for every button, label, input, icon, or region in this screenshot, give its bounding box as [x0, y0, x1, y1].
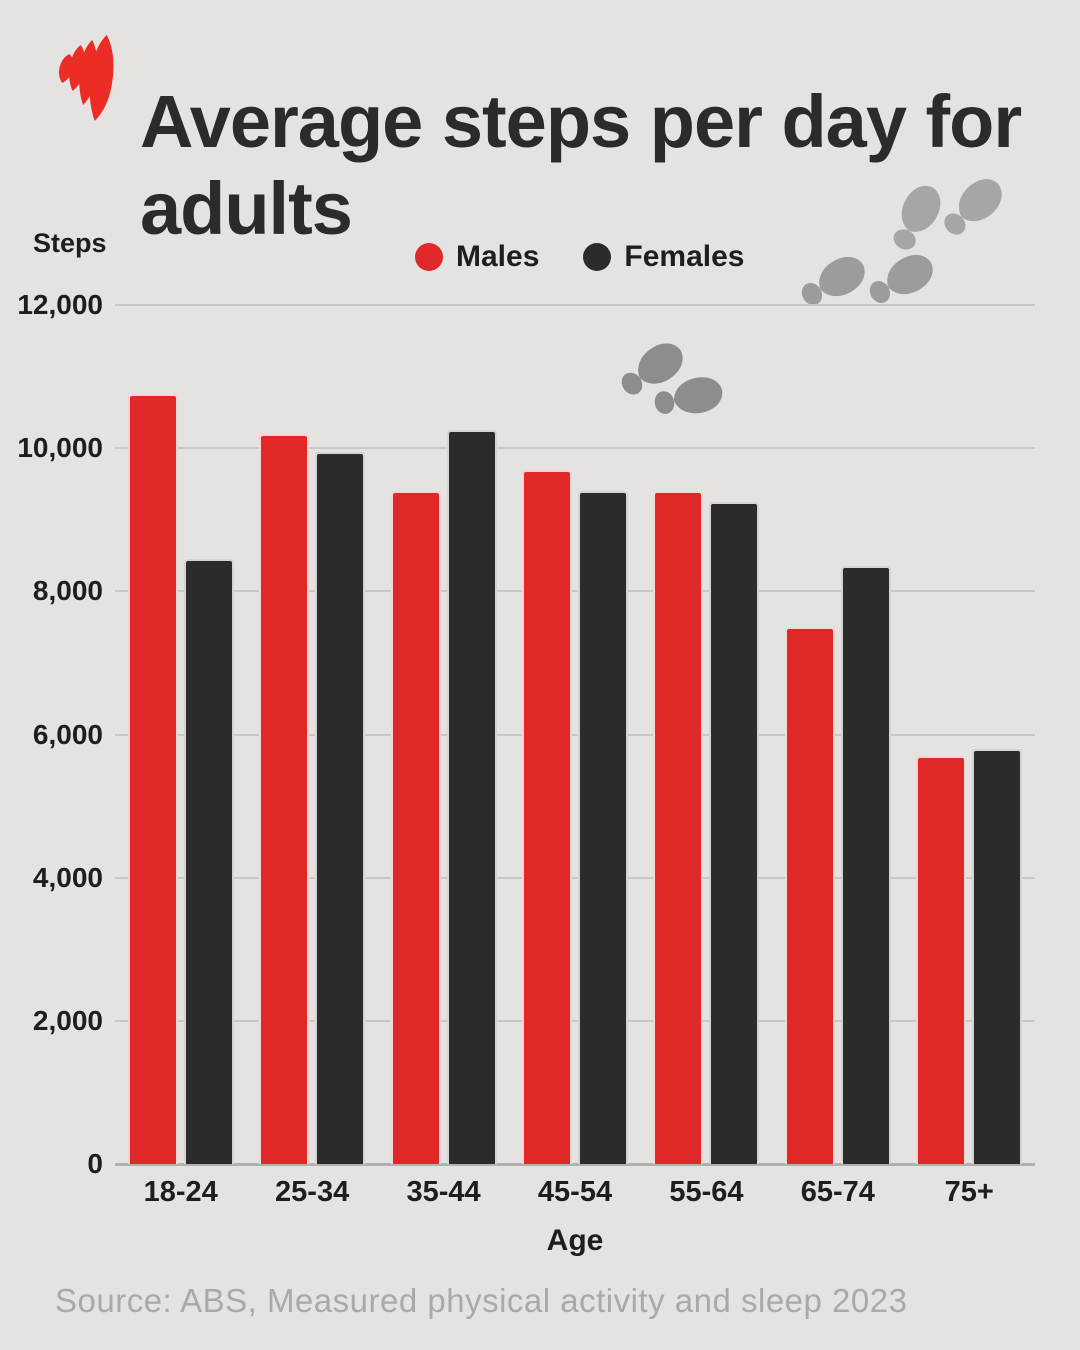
- bar-males-75+: [916, 755, 967, 1164]
- bar-males-18-24: [127, 394, 178, 1164]
- bar-females-75+: [972, 748, 1023, 1164]
- x-tick-label-45-54: 45-54: [537, 1176, 613, 1208]
- legend-dot-icon-females: [583, 243, 612, 271]
- bar-females-45-54: [578, 491, 628, 1164]
- x-tick-label-18-24: 18-24: [143, 1176, 218, 1208]
- x-tick-label-35-44: 35-44: [406, 1176, 481, 1208]
- y-tick-label-10000: 10,000: [17, 432, 103, 464]
- x-axis-title: Age: [546, 1224, 604, 1257]
- y-tick-label-4000: 4,000: [32, 861, 103, 893]
- legend-item-males: Males: [415, 240, 539, 274]
- gridline-2000: [115, 1019, 1035, 1022]
- gridline-4000: [115, 876, 1035, 879]
- x-tick-label-55-64: 55-64: [669, 1176, 744, 1208]
- bar-males-35-44: [390, 491, 441, 1164]
- legend-label-females: Females: [624, 240, 745, 273]
- page-title: Average steps per day for adults: [140, 79, 1022, 250]
- gridline-0: [115, 1163, 1035, 1166]
- bar-males-65-74: [784, 627, 835, 1164]
- bar-females-25-34: [315, 451, 366, 1164]
- sbs-logo-icon: [58, 35, 114, 121]
- bar-females-18-24: [183, 559, 234, 1164]
- y-tick-label-6000: 6,000: [32, 718, 103, 750]
- bar-males-55-64: [653, 491, 704, 1164]
- gridline-10000: [115, 447, 1035, 450]
- bar-females-35-44: [446, 430, 497, 1164]
- y-tick-label-2000: 2,000: [32, 1004, 103, 1036]
- bar-males-25-34: [259, 433, 310, 1164]
- legend-label-males: Males: [456, 240, 540, 273]
- x-tick-label-65-74: 65-74: [800, 1176, 875, 1208]
- gridline-8000: [115, 590, 1035, 593]
- x-tick-label-25-34: 25-34: [275, 1176, 350, 1208]
- gridline-12000: [115, 304, 1035, 306]
- legend-item-females: Females: [583, 240, 744, 274]
- bar-females-65-74: [840, 566, 891, 1164]
- chart-legend: Males Females: [415, 240, 744, 274]
- bar-females-55-64: [709, 501, 760, 1164]
- x-tick-label-75+: 75+: [944, 1176, 994, 1208]
- gridline-6000: [115, 733, 1035, 736]
- legend-dot-icon-males: [415, 243, 443, 271]
- y-tick-label-12000: 12,000: [17, 289, 103, 320]
- bar-males-45-54: [522, 469, 572, 1164]
- y-tick-label-0: 0: [87, 1148, 103, 1179]
- y-axis-title: Steps: [33, 228, 107, 258]
- y-tick-label-8000: 8,000: [32, 575, 103, 607]
- source-attribution: Source: ABS, Measured physical activity …: [55, 1282, 908, 1319]
